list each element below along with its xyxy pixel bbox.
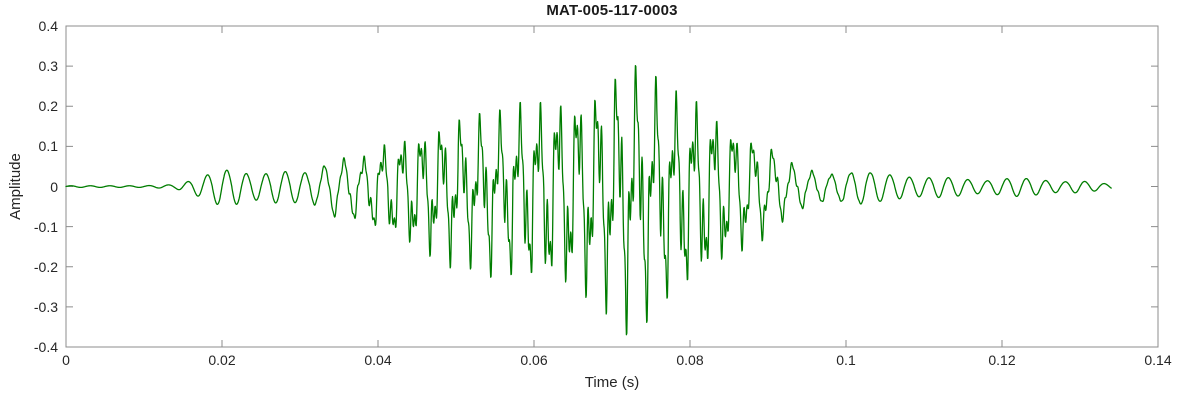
y-tick-label: 0.1 bbox=[38, 138, 58, 155]
plot-box bbox=[65, 25, 1159, 348]
x-tick-label: 0.04 bbox=[364, 352, 392, 368]
y-tick-label: 0 bbox=[50, 178, 58, 195]
y-tick-label: -0.1 bbox=[33, 218, 58, 235]
y-tick-label: -0.4 bbox=[33, 339, 58, 355]
x-tick-label: 0.08 bbox=[676, 352, 704, 368]
x-axis-label: Time (s) bbox=[584, 374, 640, 391]
y-tick-label: -0.3 bbox=[33, 298, 58, 315]
y-tick-label: -0.2 bbox=[33, 258, 58, 275]
y-tick-label: 0.3 bbox=[38, 58, 58, 75]
y-tick-label: 0.4 bbox=[38, 18, 58, 34]
chart-title: MAT-005-117-0003 bbox=[546, 2, 678, 19]
waveform-line bbox=[65, 65, 1112, 336]
x-tick-label: 0.14 bbox=[1144, 352, 1172, 368]
y-tick-label: 0.2 bbox=[38, 98, 58, 115]
x-tick-label: 0 bbox=[62, 352, 70, 368]
x-tick-label: 0.06 bbox=[520, 352, 548, 368]
x-tick-label: 0.12 bbox=[988, 352, 1016, 368]
x-tick-label: 0.02 bbox=[208, 352, 236, 368]
x-tick-label: 0.1 bbox=[836, 352, 856, 368]
